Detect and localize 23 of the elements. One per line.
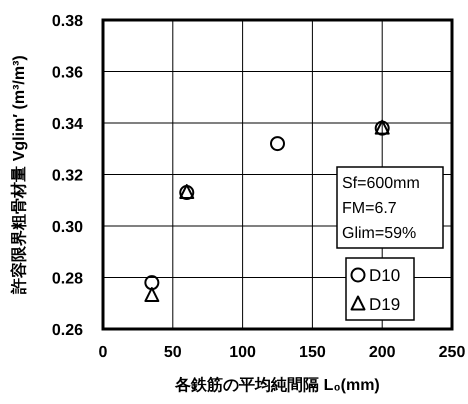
legend-label: D10 <box>369 266 400 285</box>
x-tick-label: 150 <box>299 344 326 361</box>
y-tick-label: 0.26 <box>52 322 84 339</box>
point <box>144 275 160 290</box>
x-axis-title: 各鉄筋の平均純間隔 L₀(mm) <box>174 376 380 394</box>
x-tick-label: 250 <box>438 344 466 361</box>
y-tick-label: 0.32 <box>52 168 84 184</box>
y-tick-label: 0.36 <box>52 64 84 82</box>
annotation: Sf=600mm <box>342 175 420 192</box>
x-tick-label: 0 <box>98 344 108 361</box>
y-tick-label: 0.28 <box>52 270 84 288</box>
y-axis-title: 許容限界粗骨材量 Vglim′ (m³/m³) <box>9 55 28 295</box>
annotation: FM=6.7 <box>342 200 397 217</box>
y-tick-label: 0.38 <box>52 13 84 30</box>
x-tick-label: 50 <box>164 344 182 361</box>
annotation: Glim=59% <box>342 225 416 242</box>
y-tick-label: 0.34 <box>52 116 84 133</box>
legend-label: D19 <box>369 295 400 314</box>
x-tick-label: 100 <box>229 344 256 361</box>
point <box>270 136 285 152</box>
x-tick-label: 200 <box>368 344 396 361</box>
y-tick-label: 0.30 <box>52 219 84 236</box>
point <box>144 287 160 302</box>
